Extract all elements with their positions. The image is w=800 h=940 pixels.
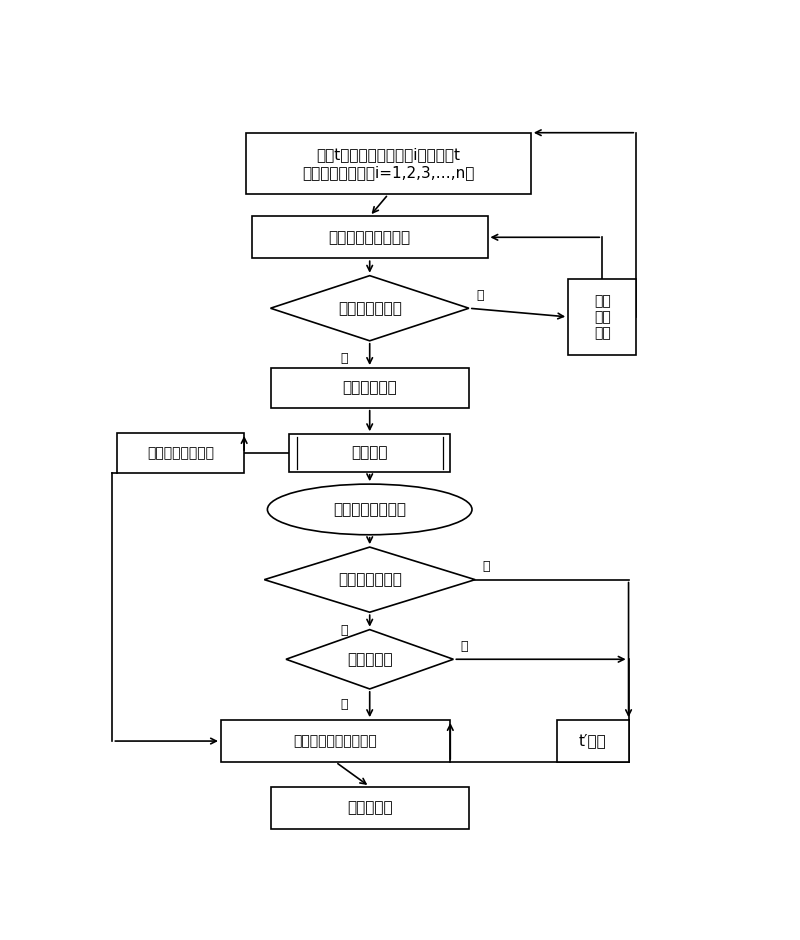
Text: 技术计算模块: 技术计算模块 (342, 381, 397, 396)
FancyBboxPatch shape (270, 368, 469, 408)
Polygon shape (270, 275, 469, 341)
Text: t′时刻: t′时刻 (579, 733, 606, 748)
Ellipse shape (267, 484, 472, 535)
FancyBboxPatch shape (252, 216, 487, 258)
Text: 是否挂牌？: 是否挂牌？ (347, 651, 393, 666)
Text: 是: 是 (340, 352, 347, 366)
Text: 控制设备故障？: 控制设备故障？ (338, 572, 402, 588)
Text: 否: 否 (340, 624, 347, 636)
Text: 权限是否有效？: 权限是否有效？ (338, 301, 402, 316)
FancyBboxPatch shape (221, 720, 450, 762)
Text: 数据库存储: 数据库存储 (347, 800, 393, 815)
Text: 否: 否 (340, 698, 347, 712)
FancyBboxPatch shape (117, 433, 244, 473)
FancyBboxPatch shape (558, 720, 629, 762)
FancyBboxPatch shape (270, 787, 469, 829)
FancyBboxPatch shape (246, 133, 531, 195)
Polygon shape (286, 630, 454, 689)
Text: 内部存贮: 内部存贮 (351, 446, 388, 461)
FancyBboxPatch shape (568, 279, 636, 355)
Text: 逻辑分析判断模块: 逻辑分析判断模块 (333, 502, 406, 517)
Text: 手动应急解锁模块: 手动应急解锁模块 (147, 446, 214, 460)
Text: 否: 否 (476, 289, 484, 302)
Text: 提醒
权限
验证: 提醒 权限 验证 (594, 293, 610, 340)
Text: 时刻t读取数据库中设备i上的时刻t
的状态检测数据（i=1,2,3,…,n）: 时刻t读取数据库中设备i上的时刻t 的状态检测数据（i=1,2,3,…,n） (302, 148, 474, 180)
Text: 保护闭锁自动解锁模块: 保护闭锁自动解锁模块 (294, 734, 378, 748)
FancyBboxPatch shape (289, 434, 450, 472)
Text: 是: 是 (482, 560, 490, 573)
Text: 权限有效性判断模块: 权限有效性判断模块 (329, 229, 410, 244)
Text: 是: 是 (461, 640, 468, 652)
Polygon shape (264, 547, 475, 612)
